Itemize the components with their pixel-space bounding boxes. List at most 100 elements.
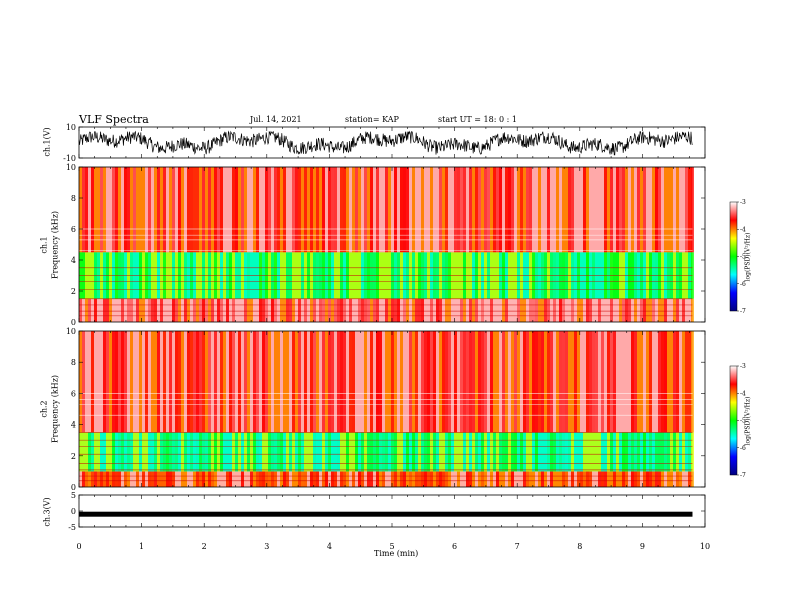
ch2-spectrogram-streak: [91, 471, 94, 487]
ch2-spectrogram-streak: [640, 331, 643, 433]
ch1-spectrogram-streak: [592, 167, 595, 253]
ch1-spectrogram-streak: [538, 298, 541, 322]
ch2-spectrogram-streak: [355, 432, 358, 472]
ch1-spectrogram-streak: [118, 167, 121, 253]
ch1-spectrogram-streak: [637, 298, 640, 322]
ch1-spectrogram-streak: [454, 298, 457, 322]
ch2-spectrogram-streak: [667, 432, 670, 472]
ch2-spectrogram-streak: [445, 331, 448, 433]
ch2-spectrogram-streak: [622, 432, 625, 472]
ch2-spectrogram-streak: [580, 471, 583, 487]
ch2-spectrogram-streak: [601, 432, 604, 472]
ch2-spectrogram-streak: [319, 432, 322, 472]
ch2-spectrogram-streak: [133, 331, 136, 433]
ch2-spectrogram-streak: [403, 432, 406, 472]
ch2-spectrogram-streak: [178, 331, 181, 433]
ch2-spectrogram-streak: [253, 331, 256, 433]
ch2-spectrogram-streak: [427, 331, 430, 433]
ch2-spectrogram-streak: [439, 471, 442, 487]
ch2-spectrogram-streak: [124, 432, 127, 472]
ch2-spectrogram-streak: [613, 471, 616, 487]
ch1-spectrogram-streak: [487, 298, 490, 322]
ch2-spectrogram-streak: [214, 471, 217, 487]
ch1-spectrogram-streak: [85, 298, 88, 322]
ch2-spectrogram-streak: [169, 471, 172, 487]
ch1-spectrogram-streak: [361, 167, 364, 253]
time-tick-label: 8: [577, 542, 582, 551]
ch2-spectrogram-streak: [523, 471, 526, 487]
ch1-spectrogram-streak: [253, 167, 256, 253]
ch2-spectrogram-streak: [442, 471, 445, 487]
ch2-spectrogram-streak: [685, 331, 688, 433]
ch2-spectrogram-streak: [514, 432, 517, 472]
ch2-spectrogram-streak: [415, 331, 418, 433]
ch1-spectrogram-streak: [472, 298, 475, 322]
ch1-spectrogram-streak: [109, 298, 112, 322]
ch1-spectrogram-streak: [493, 167, 496, 253]
ch2-spectrogram-streak: [286, 432, 289, 472]
colorbar-ch2-tick-label: -3: [740, 363, 746, 370]
ch2-spectrogram-streak: [604, 331, 607, 433]
ch1-spectrogram-streak: [460, 167, 463, 253]
ch1-spectrogram-streak: [604, 167, 607, 253]
colorbar-ch2-label: log(PSD)(V²/Hz): [744, 396, 752, 446]
ch1-spectrogram-streak: [109, 167, 112, 253]
ch1-spectrogram-streak: [520, 167, 523, 253]
ch1-spectrogram-streak: [262, 167, 265, 253]
ch2-spectrogram-streak: [625, 471, 628, 487]
ch2-spectrogram-streak: [91, 432, 94, 472]
ch1-spectrogram-streak: [295, 298, 298, 322]
ch2-spectrogram-streak: [637, 471, 640, 487]
ch2-spectrogram-streak: [400, 432, 403, 472]
ch2-spectrogram-streak: [193, 432, 196, 472]
ch1-spectrogram-streak: [451, 167, 454, 253]
ch1-spectrogram-streak: [229, 298, 232, 322]
ch1-spectrogram-streak: [262, 298, 265, 322]
ch2-spectrogram-streak: [271, 432, 274, 472]
ch1-spectrogram-streak: [316, 298, 319, 322]
time-xlabel: Time (min): [374, 549, 419, 558]
ch2-spectrogram-streak: [88, 331, 91, 433]
ch2-spectrogram-streak: [106, 432, 109, 472]
ch2-spectrogram-streak: [259, 331, 262, 433]
ch2-spectrogram-streak: [487, 432, 490, 472]
ch2-spectrogram-streak: [310, 432, 313, 472]
ch2-spectrogram-streak: [118, 471, 121, 487]
ch2-spectrogram-streak: [124, 471, 127, 487]
ch1-spectrogram-streak: [655, 167, 658, 253]
ch1-spectrogram-streak: [433, 298, 436, 322]
ch1-spectrogram-streak: [280, 298, 283, 322]
ch1-spectrogram-streak: [559, 298, 562, 322]
ch2-spectrogram-streak: [577, 471, 580, 487]
ch1-spectrogram-streak: [94, 298, 97, 322]
ch2-spectrogram-streak: [676, 471, 679, 487]
ch2-spectrogram-streak: [502, 471, 505, 487]
ch2-spectrogram-streak: [445, 432, 448, 472]
ch2-spectrogram-streak: [115, 471, 118, 487]
ch2-spectrogram-streak: [553, 331, 556, 433]
ch2-spectrogram-streak: [568, 331, 571, 433]
ch1-spectrogram-streak: [166, 167, 169, 253]
ch1-spectrogram-streak: [343, 298, 346, 322]
ch1-spectrogram-streak: [211, 298, 214, 322]
ch1-spectrogram-ytick-label: 4: [71, 256, 76, 265]
ch1-spectrogram-streak: [256, 167, 259, 253]
ch2-spectrogram-streak: [277, 432, 280, 472]
ch1-spectrogram-streak: [421, 167, 424, 253]
ch1-spectrogram-streak: [271, 298, 274, 322]
ch1-spectrogram-streak: [325, 298, 328, 322]
ch1-spectrogram-streak: [484, 298, 487, 322]
ch2-spectrogram-streak: [577, 432, 580, 472]
ch1-spectrogram-streak: [481, 298, 484, 322]
ch2-spectrogram-streak: [538, 432, 541, 472]
ch2-spectrogram-streak: [184, 432, 187, 472]
ch1-spectrogram-streak: [388, 298, 391, 322]
ch2-spectrogram-streak: [568, 471, 571, 487]
ch2-spectrogram-streak: [379, 331, 382, 433]
ch2-spectrogram-streak: [367, 471, 370, 487]
ch1-spectrogram-streak: [139, 298, 142, 322]
ch2-spectrogram-streak: [466, 331, 469, 433]
ch2-spectrogram-streak: [331, 331, 334, 433]
ch1-spectrogram-streak: [391, 167, 394, 253]
ch2-spectrogram-streak: [169, 432, 172, 472]
